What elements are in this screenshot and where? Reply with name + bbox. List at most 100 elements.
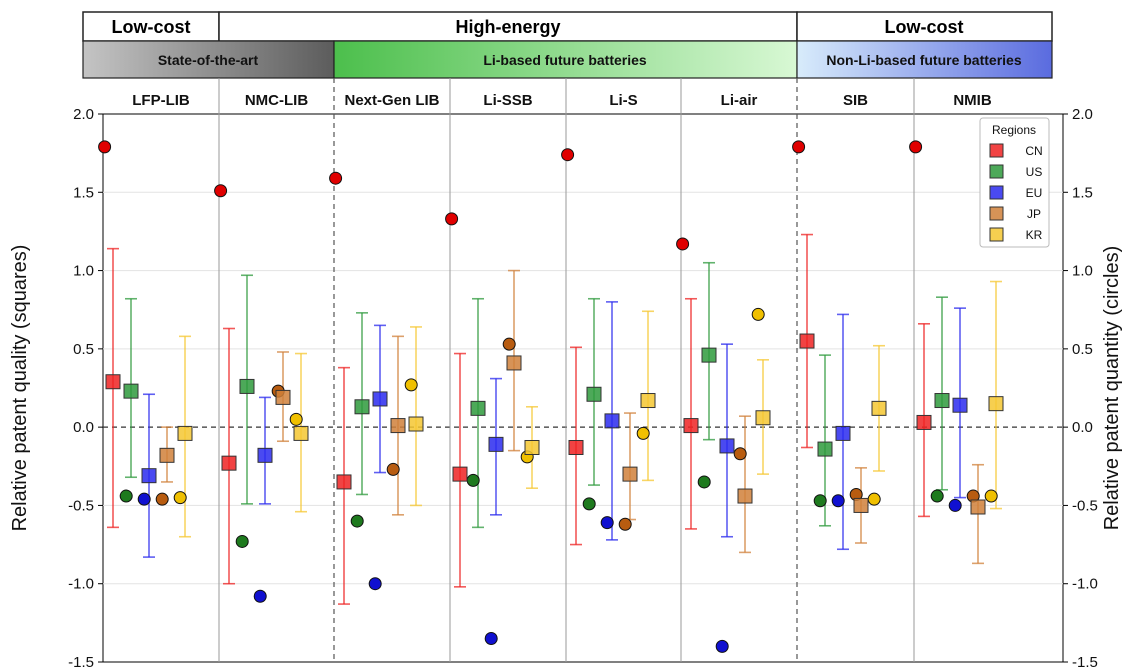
quality-square-us [934,393,950,409]
legend-label-us: US [1026,165,1043,179]
quality-square-cn [452,466,468,482]
y-tick-label-left: 2.0 [73,106,94,123]
header-low-cost-right-label: Low-cost [885,17,964,37]
quantity-circle-cn [909,140,923,154]
quantity-circle-cn [214,184,228,198]
quality-square-kr [871,400,887,416]
quantity-circle-kr [984,489,998,503]
dividers-layer [218,78,915,662]
quantity-circle-us [235,534,249,548]
y-tick-label-right: 0.5 [1072,341,1093,358]
header-top-row: Low-cost High-energy Low-cost [82,11,1053,42]
quantity-circle-us [350,514,364,528]
quality-square-cn [568,439,584,455]
quality-square-us [239,378,255,394]
quantity-circle-eu [368,577,382,591]
y-tick-label-left: 1.0 [73,263,94,280]
quantity-circle-eu [484,632,498,646]
y-tick-label-right: -1.5 [1072,654,1098,670]
quality-square-cn [336,474,352,490]
y-tick-label-left: 0.5 [73,341,94,358]
quantity-circles [98,140,998,653]
quality-square-eu [835,425,851,441]
y-tick-label-left: -0.5 [68,497,94,514]
plot-frame [102,113,1064,663]
quality-square-jp [737,488,753,504]
y-tick-label-left: 0.0 [73,419,94,436]
quality-square-us [123,383,139,399]
quantity-circle-kr [751,307,765,321]
legend-label-jp: JP [1027,207,1041,221]
legend-label-eu: EU [1026,186,1043,200]
quality-square-eu [719,438,735,454]
quality-square-cn [221,455,237,471]
legend-label-cn: CN [1025,144,1042,158]
header-non-li-based-box [796,40,1053,79]
quality-square-eu [257,447,273,463]
y-axis-right-title: Relative patent quantity (circles) [1101,246,1123,531]
y-tick-label-right: 1.0 [1072,263,1093,280]
header-li-based-label: Li-based future batteries [483,52,647,68]
header-high-energy-label: High-energy [455,17,560,37]
quality-square-cn [799,333,815,349]
quality-square-cn [916,414,932,430]
quality-square-kr [177,425,193,441]
quantity-circle-cn [445,212,459,226]
category-label: NMC-LIB [245,92,308,109]
quantity-circle-kr [867,492,881,506]
header-state-of-the-art-label: State-of-the-art [158,52,259,68]
category-label: LFP-LIB [132,92,190,109]
quality-square-kr [408,416,424,432]
quantity-circle-us [930,489,944,503]
y-tick-label-left: 1.5 [73,184,94,201]
quantity-circle-kr [636,426,650,440]
quantity-circle-cn [676,237,690,251]
y-ticks-right: -1.5 -1.0 -0.5 0.0 0.5 1.0 1.5 2.0 [1063,106,1098,670]
quantity-circle-kr [173,491,187,505]
quality-square-eu [488,436,504,452]
quality-square-jp [622,466,638,482]
quantity-circle-us [582,497,596,511]
quality-square-kr [524,439,540,455]
category-label: Li-SSB [483,92,532,109]
quantity-circle-us [119,489,133,503]
quantity-circle-eu [715,639,729,653]
quality-square-eu [372,391,388,407]
legend-swatch-us [989,164,1004,179]
legend-items: CN US EU JP KR [989,143,1043,242]
y-tick-label-left: -1.0 [68,576,94,593]
legend-title: Regions [992,123,1036,137]
y-tick-label-right: 1.5 [1072,184,1093,201]
quality-square-kr [293,425,309,441]
error-bars [107,233,1002,605]
quantity-circle-us [813,494,827,508]
category-label: Next-Gen LIB [344,92,439,109]
y-tick-label-right: -0.5 [1072,497,1098,514]
quality-square-us [470,400,486,416]
y-tick-label-right: -1.0 [1072,576,1098,593]
category-label: Li-S [609,92,637,109]
quantity-circle-jp [386,462,400,476]
quantity-circle-kr [289,412,303,426]
quality-square-eu [604,413,620,429]
quantity-circle-eu [600,516,614,530]
legend-label-kr: KR [1026,228,1043,242]
quality-square-jp [159,447,175,463]
legend-swatch-kr [989,227,1004,242]
quality-square-kr [755,410,771,426]
quality-square-us [586,386,602,402]
quality-square-us [701,347,717,363]
quality-square-us [354,399,370,415]
header-non-li-based-label: Non-Li-based future batteries [826,52,1021,68]
category-label: NMIB [953,92,991,109]
quality-square-jp [970,499,986,515]
header-sub-row: State-of-the-art Li-based future batteri… [82,40,1053,79]
quality-square-jp [506,355,522,371]
quantity-circle-kr [404,378,418,392]
quality-square-jp [853,497,869,513]
quantity-circle-cn [329,171,343,185]
y-tick-label-right: 2.0 [1072,106,1093,123]
quantity-circle-eu [253,589,267,603]
quantity-circle-cn [792,140,806,154]
